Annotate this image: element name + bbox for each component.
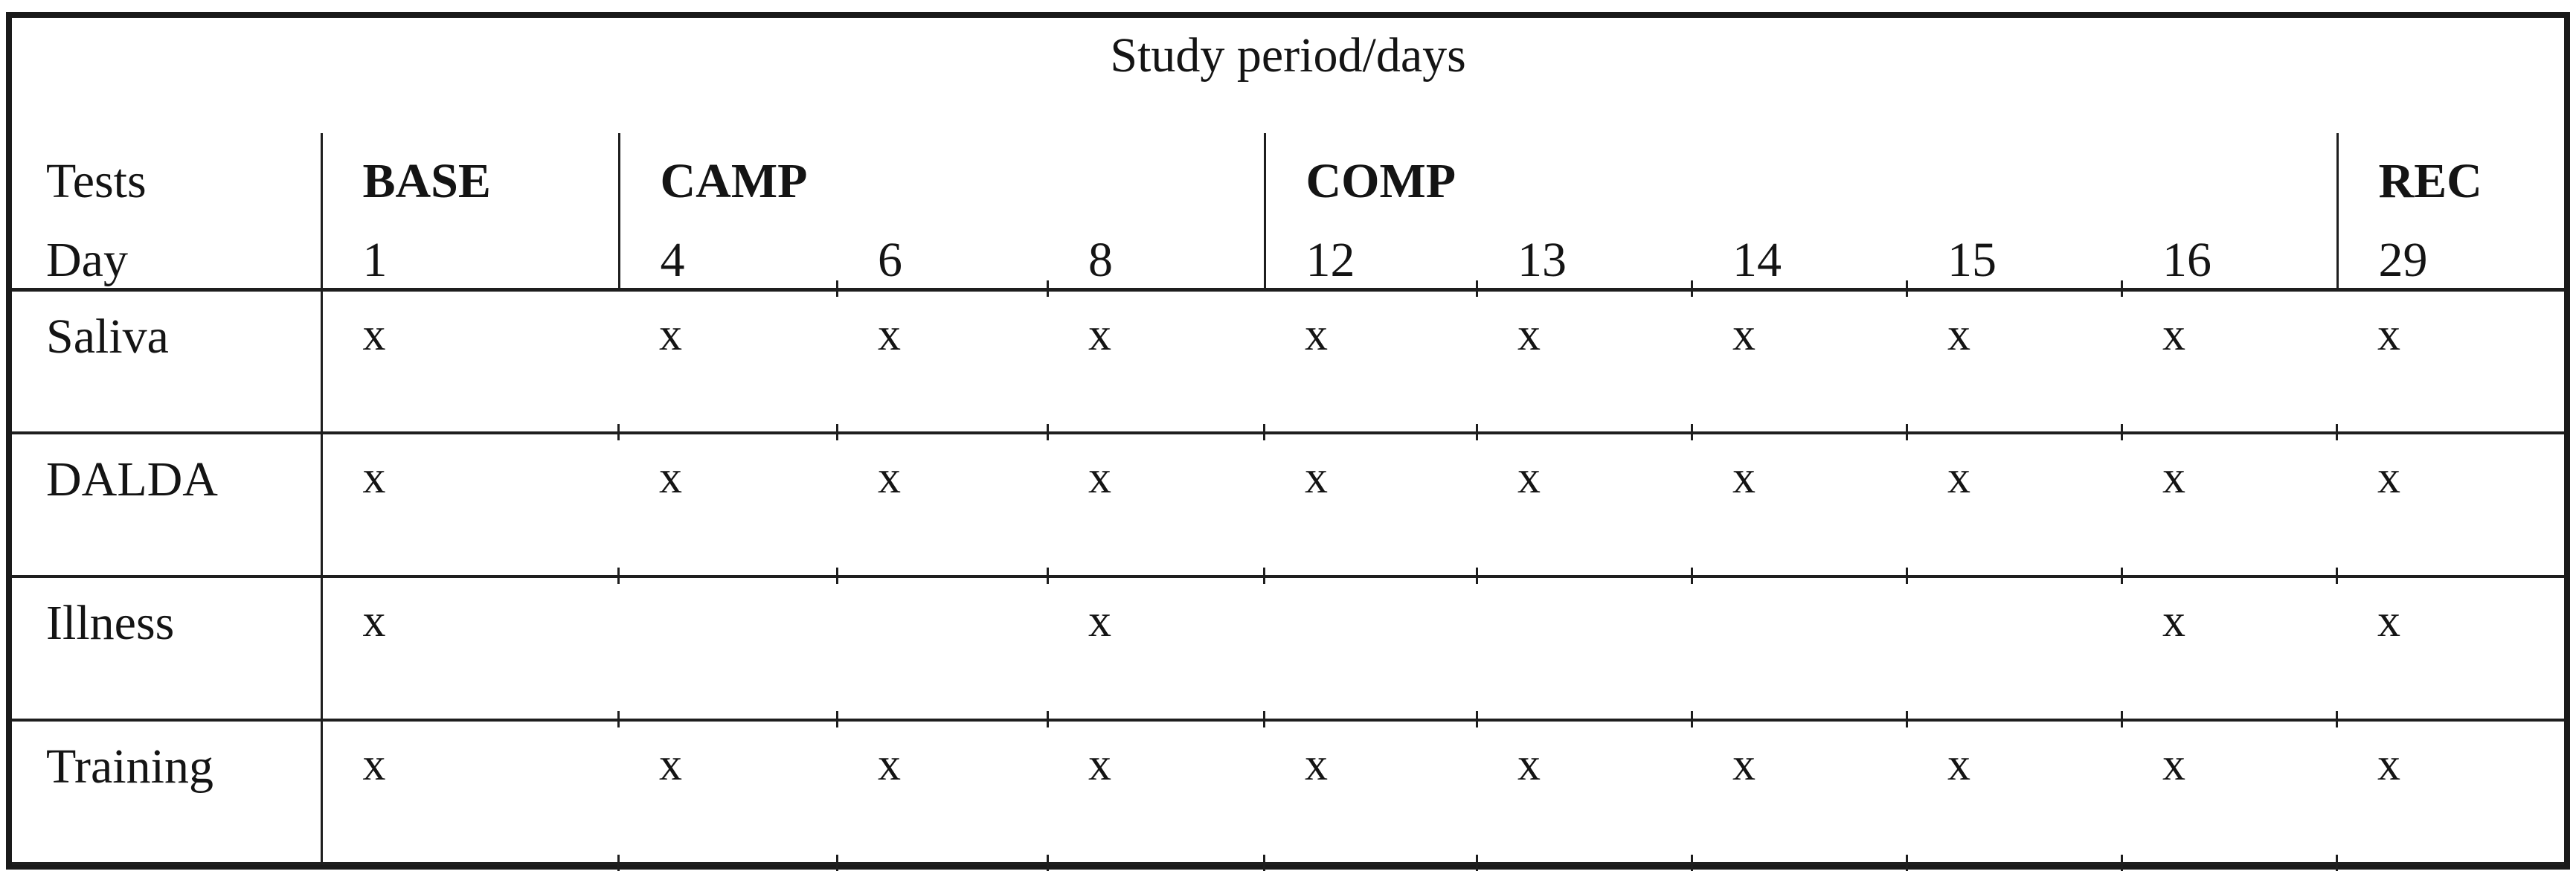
group-label-camp: CAMP [617,133,1265,215]
mark-cell: x [2121,720,2337,870]
day-header-15: 15 [1906,215,2122,297]
study-design-table-frame: Study period/days Tests BASE CAMP COMP R… [6,12,2570,870]
mark-cell: x [1691,433,1907,582]
mark-cell: x [2335,720,2565,870]
mark-cell: x [1906,433,2122,582]
mark-cell: x [321,289,619,434]
mark-cell [1906,576,2122,726]
day-header-8: 8 [1047,215,1265,297]
mark-cell: x [2335,433,2565,582]
table-row-training: Training x x x x x x x x x x [12,720,2565,870]
day-header-6: 6 [836,215,1048,297]
mark-cell: x [1263,433,1477,582]
mark-cell: x [836,720,1048,870]
mark-cell: x [1047,720,1265,870]
day-header-4: 4 [617,215,838,292]
day-header-29: 29 [2336,215,2565,292]
row-label-saliva: Saliva [12,289,323,434]
mark-cell: x [1906,720,2122,870]
mark-cell [1691,576,1907,726]
day-header-13: 13 [1476,215,1692,297]
table-row-dalda: DALDA x x x x x x x x x x [12,433,2565,582]
day-header-12: 12 [1263,215,1477,292]
mark-cell: x [2335,576,2565,726]
day-header-row: Day 1 4 6 8 12 13 14 15 16 29 [12,215,2565,297]
table-row-illness: Illness x x x x [12,576,2565,726]
mark-cell: x [836,433,1048,582]
day-header-1: 1 [321,215,619,292]
mark-cell: x [617,720,838,870]
mark-cell: x [321,433,619,578]
mark-cell: x [1047,289,1265,439]
mark-cell [1263,576,1477,726]
mark-cell: x [617,433,838,582]
mark-cell: x [1476,720,1692,870]
mark-cell: x [617,289,838,439]
day-header-16: 16 [2121,215,2337,297]
mark-cell: x [2121,289,2337,439]
mark-cell [836,576,1048,726]
study-design-table: Study period/days Tests BASE CAMP COMP R… [12,18,2565,870]
group-label-base: BASE [362,154,491,208]
mark-cell: x [1476,289,1692,439]
table-row-saliva: Saliva x x x x x x x x x x [12,289,2565,439]
mark-cell: x [1476,433,1692,582]
day-corner-label: Day [12,215,323,292]
row-label-dalda: DALDA [12,433,323,578]
day-header-14: 14 [1691,215,1907,297]
group-label-comp: COMP [1263,133,2337,215]
mark-cell: x [1691,720,1907,870]
mark-cell: x [1263,720,1477,870]
mark-cell: x [2121,576,2337,726]
mark-cell: x [321,576,619,722]
title-row: Study period/days [12,18,2564,133]
mark-cell: x [836,289,1048,439]
mark-cell: x [1691,289,1907,439]
group-label-rec: REC [2336,133,2565,215]
mark-cell: x [1047,576,1265,726]
mark-cell: x [1263,289,1477,439]
table-title: Study period/days [1110,28,1466,83]
row-label-training: Training [12,720,323,865]
mark-cell: x [2121,433,2337,582]
mark-cell: x [321,720,619,865]
tests-corner-label: Tests [12,133,323,215]
mark-cell [617,576,838,726]
mark-cell: x [2335,289,2565,439]
mark-cell: x [1906,289,2122,439]
period-header-row: Tests BASE CAMP COMP REC [12,133,2565,215]
mark-cell: x [1047,433,1265,582]
row-label-illness: Illness [12,576,323,722]
mark-cell [1476,576,1692,726]
